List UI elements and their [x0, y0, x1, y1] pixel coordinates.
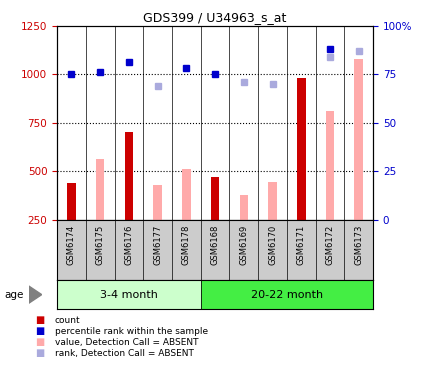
Title: GDS399 / U34963_s_at: GDS399 / U34963_s_at [143, 11, 286, 25]
Text: percentile rank within the sample: percentile rank within the sample [55, 327, 208, 336]
Text: ■: ■ [35, 315, 44, 325]
Text: GSM6169: GSM6169 [239, 224, 248, 265]
Text: GSM6172: GSM6172 [325, 224, 334, 265]
Text: GSM6170: GSM6170 [268, 224, 276, 265]
Bar [67, 183, 76, 220]
Text: GSM6178: GSM6178 [181, 224, 191, 265]
Text: age: age [4, 290, 24, 300]
Bar [124, 132, 133, 220]
Text: GSM6174: GSM6174 [67, 224, 76, 265]
Text: 20-22 month: 20-22 month [250, 290, 322, 300]
Text: rank, Detection Call = ABSENT: rank, Detection Call = ABSENT [55, 349, 193, 358]
Bar [200, 280, 372, 309]
Bar [297, 78, 305, 220]
Text: value, Detection Call = ABSENT: value, Detection Call = ABSENT [55, 338, 198, 347]
Text: GSM6173: GSM6173 [353, 224, 363, 265]
Bar [95, 160, 104, 220]
Text: GSM6177: GSM6177 [153, 224, 162, 265]
Text: ■: ■ [35, 337, 44, 347]
Text: GSM6175: GSM6175 [95, 224, 104, 265]
Text: count: count [55, 316, 80, 325]
Text: 3-4 month: 3-4 month [100, 290, 158, 300]
Bar [353, 59, 362, 220]
Text: ■: ■ [35, 326, 44, 336]
Text: ■: ■ [35, 348, 44, 358]
Text: GSM6171: GSM6171 [296, 224, 305, 265]
Bar [210, 177, 219, 220]
Polygon shape [28, 286, 42, 303]
Bar [239, 195, 247, 220]
Text: GSM6176: GSM6176 [124, 224, 133, 265]
Bar [57, 280, 200, 309]
Bar [182, 169, 190, 220]
Bar [325, 111, 334, 220]
Text: GSM6168: GSM6168 [210, 224, 219, 265]
Bar [268, 182, 276, 220]
Bar [153, 185, 162, 220]
